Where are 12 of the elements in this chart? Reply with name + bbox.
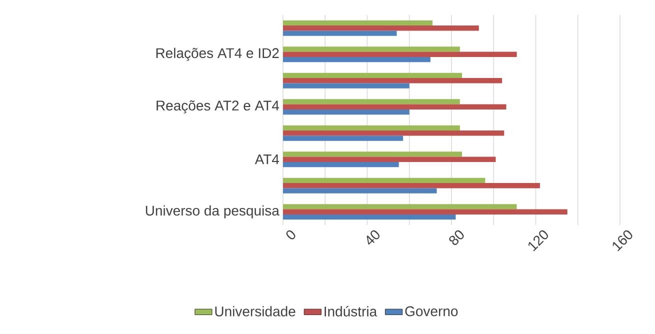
x-tick-label: 40 (366, 230, 380, 245)
x-tick-label: 80 (449, 230, 464, 246)
y-tick-label: Relações AT4 e ID2 (156, 48, 279, 61)
legend-label: Universidade (215, 306, 296, 316)
x-tick-label: 0 (286, 230, 296, 240)
x-tick-label: 120 (528, 230, 548, 252)
x-tick-label: 160 (612, 230, 632, 252)
legend-label: Indústria (324, 306, 378, 316)
y-tick-label: AT4 (254, 154, 280, 164)
legend-label: Governo (405, 306, 458, 316)
y-tick-label: Reações AT2 e AT4 (156, 100, 280, 114)
y-tick-label: Universo da pesquisa (146, 205, 280, 218)
